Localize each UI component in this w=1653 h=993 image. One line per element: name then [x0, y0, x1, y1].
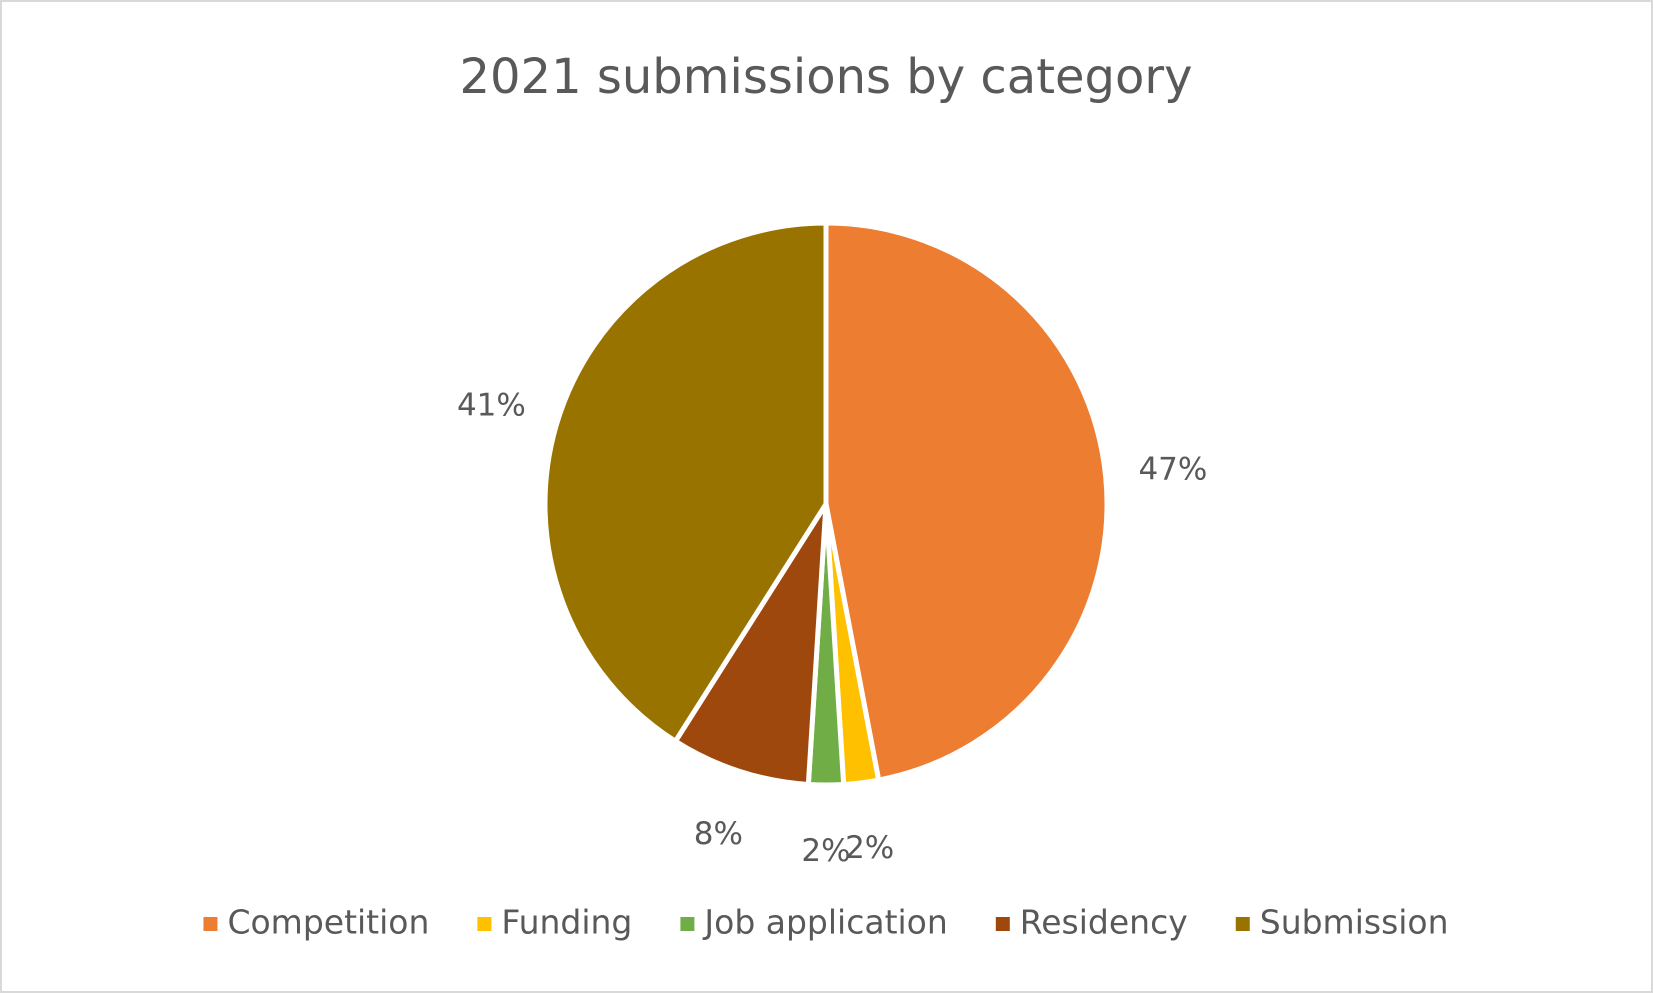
- chart-title: 2021 submissions by category: [459, 49, 1192, 105]
- pie-slice: [823, 220, 1110, 783]
- legend-label: Residency: [1020, 903, 1188, 942]
- legend-label: Submission: [1260, 903, 1449, 942]
- legend-marker: [1235, 917, 1250, 931]
- data-label: 2%: [845, 830, 894, 866]
- pie-slice: [671, 502, 829, 788]
- legend-label: Job application: [702, 903, 947, 942]
- legend-marker: [477, 917, 492, 931]
- pie-slice: [542, 220, 829, 745]
- legend-label: Competition: [227, 903, 429, 942]
- legend-label: Funding: [501, 903, 632, 942]
- data-label: 47%: [1138, 452, 1207, 488]
- data-label: 41%: [457, 387, 526, 423]
- legend-marker: [995, 917, 1010, 931]
- data-label: 2%: [801, 833, 850, 869]
- data-label: 8%: [694, 816, 743, 852]
- legend-marker: [203, 917, 218, 931]
- legend-marker: [680, 917, 695, 931]
